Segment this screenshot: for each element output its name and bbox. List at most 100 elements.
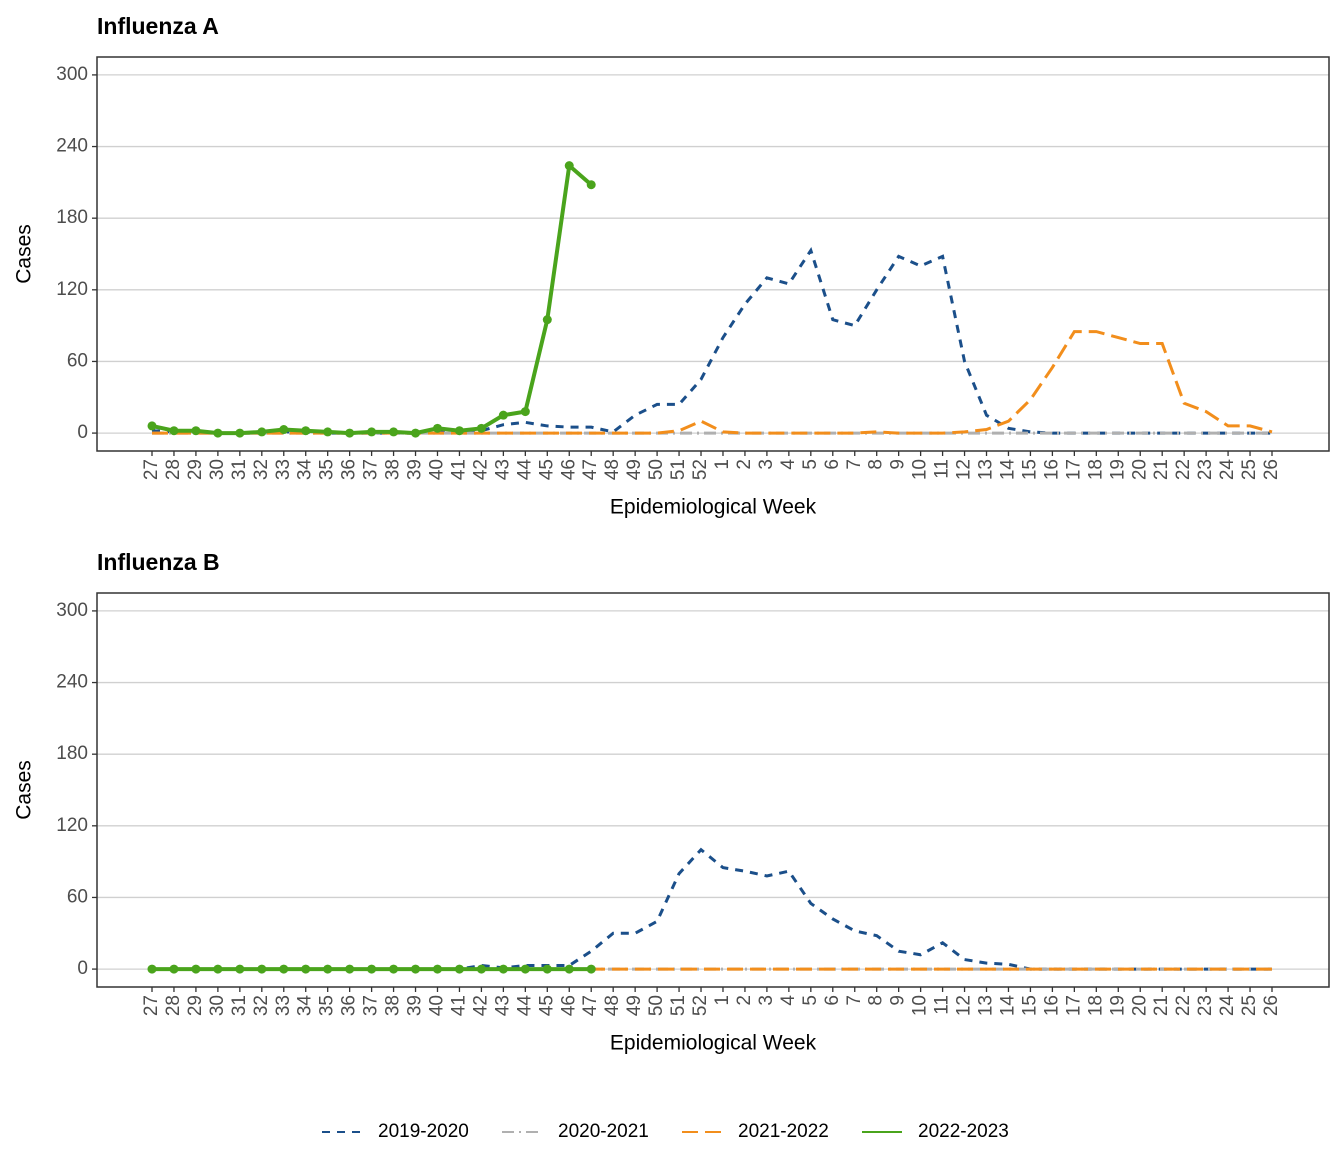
x-tick-label: 32 — [251, 995, 272, 1016]
x-tick-label: 41 — [448, 995, 469, 1016]
x-tick-label: 42 — [470, 995, 491, 1016]
x-tick-label: 38 — [383, 995, 404, 1016]
x-tick-label: 5 — [800, 995, 821, 1006]
x-tick-label: 8 — [866, 459, 887, 470]
x-tick-label: 29 — [185, 459, 206, 480]
data-point — [147, 421, 157, 431]
x-tick-label: 43 — [492, 995, 513, 1016]
x-tick-label: 25 — [1239, 459, 1260, 480]
x-tick-label: 2 — [734, 459, 755, 470]
x-tick-label: 15 — [1019, 459, 1040, 480]
x-tick-label: 25 — [1239, 995, 1260, 1016]
x-tick-label: 41 — [448, 459, 469, 480]
data-point — [279, 425, 289, 435]
y-tick-label: 240 — [56, 136, 88, 157]
x-tick-label: 9 — [888, 459, 909, 470]
x-tick-label: 21 — [1151, 459, 1172, 480]
x-tick-label: 43 — [492, 459, 513, 480]
x-tick-label: 36 — [339, 995, 360, 1016]
x-tick-label: 12 — [954, 995, 975, 1016]
x-tick-label: 44 — [514, 459, 535, 481]
data-point — [520, 407, 530, 417]
x-tick-label: 36 — [339, 459, 360, 480]
x-tick-label: 10 — [910, 995, 931, 1016]
x-tick-label: 35 — [317, 995, 338, 1016]
x-tick-label: 13 — [976, 459, 997, 480]
x-tick-label: 8 — [866, 995, 887, 1006]
x-tick-label: 14 — [997, 995, 1018, 1017]
x-tick-label: 27 — [141, 995, 162, 1016]
y-tick-label: 240 — [56, 672, 88, 693]
x-tick-label: 17 — [1063, 459, 1084, 480]
x-tick-label: 46 — [558, 995, 579, 1016]
x-tick-label: 37 — [361, 459, 382, 480]
x-tick-label: 18 — [1085, 995, 1106, 1016]
data-point — [476, 423, 486, 433]
x-tick-label: 16 — [1041, 995, 1062, 1016]
x-tick-label: 20 — [1129, 995, 1150, 1016]
x-tick-label: 39 — [405, 995, 426, 1016]
data-point — [586, 180, 596, 190]
legend-label: 2021-2022 — [738, 1121, 829, 1142]
series-line — [152, 330, 1273, 435]
data-point — [301, 426, 311, 436]
x-tick-label: 49 — [624, 995, 645, 1016]
x-tick-label: 45 — [536, 995, 557, 1016]
x-tick-label: 33 — [273, 459, 294, 480]
x-tick-label: 22 — [1173, 459, 1194, 480]
x-tick-label: 11 — [932, 459, 953, 479]
y-tick-label: 300 — [56, 64, 88, 85]
data-point — [367, 964, 377, 974]
x-tick-label: 10 — [910, 459, 931, 480]
x-tick-label: 27 — [141, 459, 162, 480]
x-tick-label: 12 — [954, 459, 975, 480]
x-tick-label: 2 — [734, 995, 755, 1006]
data-point — [345, 428, 355, 438]
x-tick-label: 51 — [668, 995, 689, 1016]
x-tick-label: 49 — [624, 459, 645, 480]
y-tick-label: 120 — [56, 279, 88, 300]
x-tick-label: 48 — [602, 995, 623, 1016]
x-tick-label: 50 — [646, 459, 667, 480]
x-tick-label: 48 — [602, 459, 623, 480]
y-axis-title: Cases — [13, 760, 36, 820]
data-point — [279, 964, 289, 974]
x-tick-label: 23 — [1195, 459, 1216, 480]
x-tick-label: 28 — [163, 459, 184, 480]
data-point — [147, 964, 157, 974]
data-point — [213, 964, 223, 974]
data-point — [323, 964, 333, 974]
x-tick-label: 28 — [163, 995, 184, 1016]
plot-frame — [96, 592, 1330, 988]
data-point — [169, 964, 179, 974]
x-tick-label: 52 — [690, 459, 711, 480]
x-tick-label: 45 — [536, 459, 557, 480]
chart-title: Influenza B — [97, 549, 220, 575]
x-tick-label: 7 — [844, 995, 865, 1006]
x-axis-title: Epidemiological Week — [610, 1032, 817, 1055]
data-point — [345, 964, 355, 974]
x-tick-label: 46 — [558, 459, 579, 480]
data-point — [411, 964, 421, 974]
data-point — [542, 964, 552, 974]
x-tick-label: 1 — [712, 995, 733, 1006]
x-tick-label: 30 — [207, 459, 228, 480]
x-tick-label: 7 — [844, 459, 865, 470]
x-tick-label: 34 — [295, 459, 316, 481]
x-tick-label: 29 — [185, 995, 206, 1016]
x-tick-label: 40 — [427, 459, 448, 480]
legend-label: 2020-2021 — [558, 1121, 649, 1142]
data-point — [411, 428, 421, 438]
x-tick-label: 19 — [1107, 995, 1128, 1016]
legend-label: 2022-2023 — [918, 1121, 1009, 1142]
x-tick-label: 11 — [932, 995, 953, 1015]
y-tick-label: 120 — [56, 815, 88, 836]
x-tick-label: 32 — [251, 459, 272, 480]
data-point — [454, 426, 464, 436]
x-tick-label: 6 — [822, 459, 843, 470]
x-tick-label: 31 — [229, 995, 250, 1016]
x-tick-label: 47 — [580, 459, 601, 480]
data-point — [454, 964, 464, 974]
data-point — [169, 426, 179, 436]
x-tick-label: 4 — [778, 459, 799, 470]
